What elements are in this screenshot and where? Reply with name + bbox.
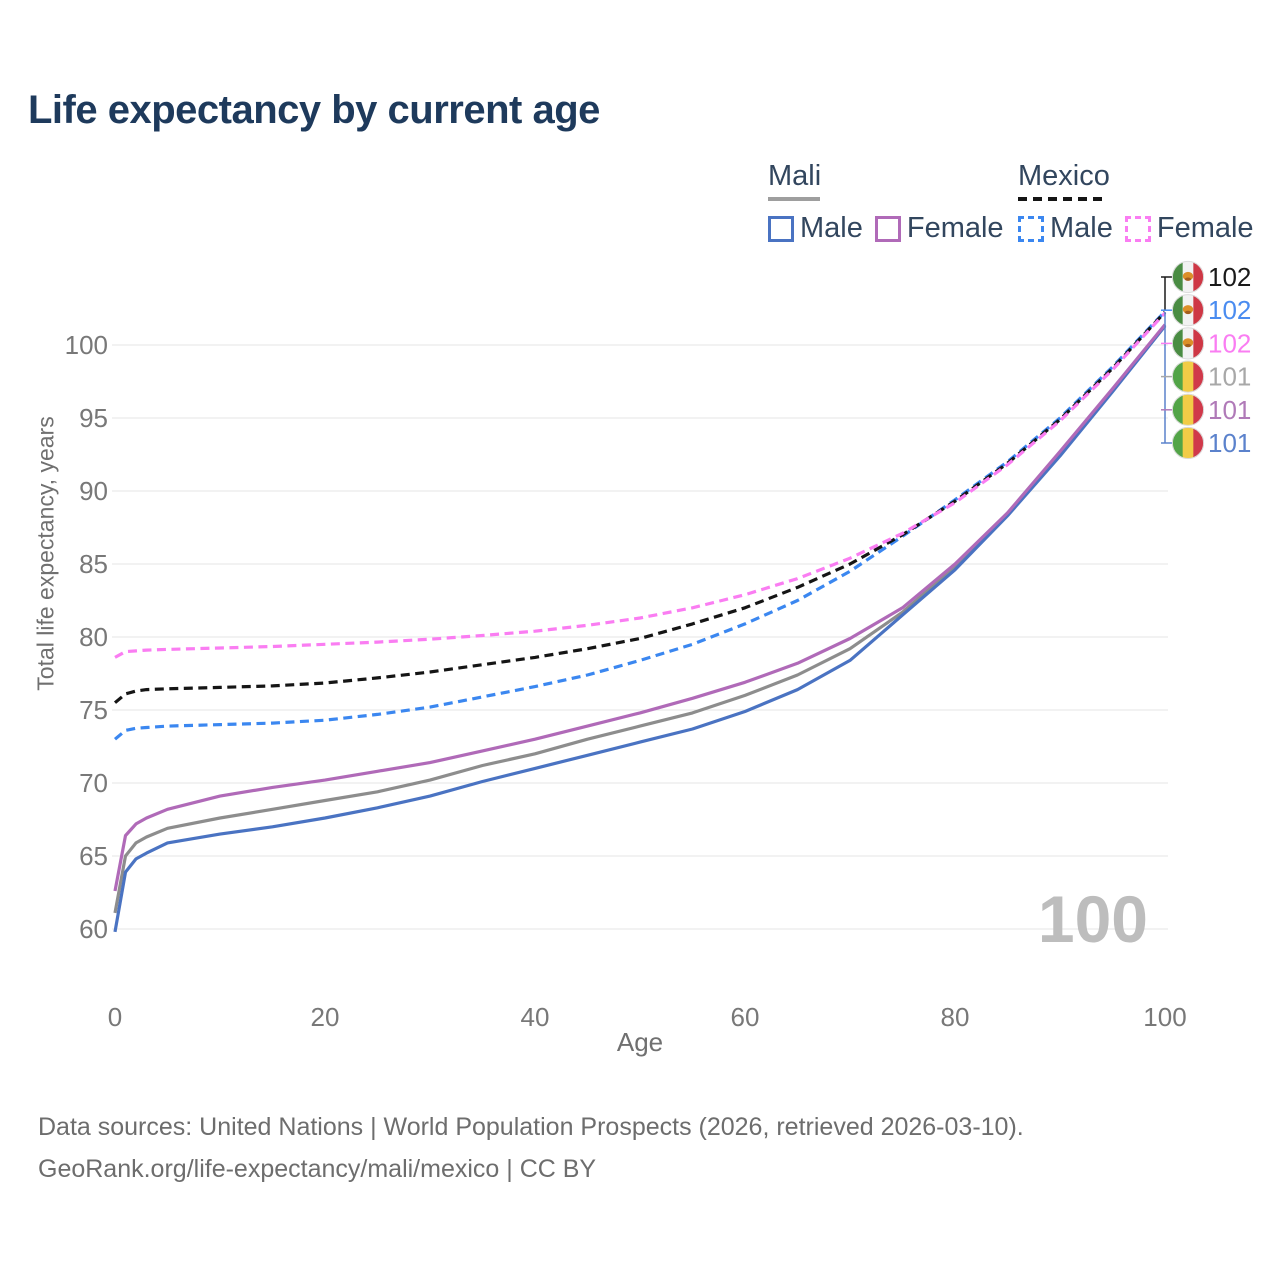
page-title: Life expectancy by current age <box>28 88 600 132</box>
y-tick-label: 95 <box>79 403 108 433</box>
x-tick-label: 0 <box>108 1002 122 1032</box>
mexico-dashed-line-swatch <box>1018 197 1104 201</box>
legend-item-label: Female <box>906 212 1004 244</box>
x-tick-label: 80 <box>941 1002 970 1032</box>
flag-stripe <box>1172 294 1183 327</box>
end-value-label: 102 <box>1208 328 1251 358</box>
legend-item-label: Female <box>1156 212 1254 244</box>
legend-group-mali: Mali Male Female <box>768 162 1004 243</box>
legend-title-mexico[interactable]: Mexico <box>1018 160 1110 192</box>
flag-ring <box>1171 327 1205 360</box>
y-tick-label: 85 <box>79 549 108 579</box>
legend-item-mexico-female[interactable]: Female <box>1124 212 1254 244</box>
legend-title-mali[interactable]: Mali <box>768 160 822 192</box>
flag-ring <box>1171 260 1205 294</box>
series-line-mexico-male <box>113 310 1167 741</box>
series-line-mexico-female <box>114 311 1167 659</box>
flag-stripe <box>1193 360 1204 393</box>
x-axis-title: Age <box>617 1027 663 1057</box>
flag-stripe <box>1172 393 1183 426</box>
flag-ring <box>1171 360 1205 393</box>
end-value-label: 101 <box>1208 395 1251 425</box>
footer-attribution[interactable]: GeoRank.org/life-expectancy/mali/mexico … <box>38 1155 597 1183</box>
mexico-male-swatch-icon <box>1018 215 1044 242</box>
y-tick-label: 65 <box>79 841 108 871</box>
end-value-label: 102 <box>1208 295 1251 325</box>
flag-emblem <box>1184 310 1192 315</box>
flag-ring <box>1171 294 1205 327</box>
end-value-label: 101 <box>1208 428 1251 458</box>
flag-ring <box>1171 393 1205 426</box>
flag-stripe <box>1193 261 1204 293</box>
y-tick-label: 100 <box>65 330 108 360</box>
mexico-flag-icon <box>1172 294 1204 327</box>
series-line-mali-both <box>113 324 1167 914</box>
flag-stripe <box>1172 360 1183 393</box>
series-line-mali-female <box>113 323 1167 892</box>
series-line-mali-male <box>113 325 1167 933</box>
x-tick-label: 20 <box>311 1002 340 1032</box>
legend-item-label: Male <box>800 212 863 244</box>
watermark-age-100: 100 <box>1037 882 1148 956</box>
mali-flag-icon <box>1172 360 1204 393</box>
flag-stripe <box>1172 261 1183 293</box>
end-value-label: 101 <box>1208 362 1251 392</box>
y-tick-label: 75 <box>79 695 108 725</box>
footer-data-sources: Data sources: United Nations | World Pop… <box>38 1113 1024 1141</box>
series-layer <box>113 310 1167 933</box>
x-tick-label: 100 <box>1143 1002 1186 1032</box>
flag-stripe <box>1182 360 1194 393</box>
tick-layer: 60 65 70 75 80 85 90 95 100 0 20 40 60 80 100 <box>65 330 1187 1032</box>
mexico-flag-icon <box>1172 261 1204 293</box>
legend-item-mali-female[interactable]: Female <box>874 212 1004 244</box>
y-tick-label: 70 <box>79 768 108 798</box>
end-value-label: 102 <box>1208 262 1251 292</box>
y-tick-label: 80 <box>79 622 108 652</box>
series-line-mexico-both <box>113 311 1167 704</box>
flag-emblem <box>1184 343 1192 348</box>
y-axis-title: Total life expectancy, years <box>32 416 59 691</box>
flag-stripe <box>1193 294 1204 327</box>
mali-flag-icon <box>1172 427 1204 459</box>
mali-solid-line-swatch <box>768 197 820 201</box>
flag-stripe <box>1193 393 1204 426</box>
mali-flag-icon <box>1172 393 1204 426</box>
mali-female-swatch-icon <box>874 215 901 242</box>
legend-item-mexico-male[interactable]: Male <box>1018 214 1113 243</box>
flag-stripe <box>1172 427 1183 459</box>
legend-item-label: Male <box>1050 212 1113 244</box>
flag-stripe <box>1193 427 1204 459</box>
flag-ring <box>1171 426 1205 460</box>
y-tick-label: 60 <box>79 914 108 944</box>
grid-layer <box>112 344 1168 930</box>
legend-group-mexico: Mexico Male Female <box>1018 162 1254 243</box>
flag-stripe <box>1182 427 1194 459</box>
flag-stripe <box>1193 327 1204 360</box>
x-tick-label: 60 <box>731 1002 760 1032</box>
flag-emblem <box>1184 277 1192 281</box>
mali-male-swatch-icon <box>768 215 794 242</box>
flag-stripe <box>1172 327 1183 360</box>
mexico-female-swatch-icon <box>1124 215 1151 242</box>
footer: Data sources: United Nations | World Pop… <box>38 1106 1024 1190</box>
flag-stripe <box>1182 393 1194 426</box>
mexico-flag-icon <box>1172 327 1204 360</box>
legend-item-mali-male[interactable]: Male <box>768 214 863 243</box>
x-tick-label: 40 <box>521 1002 550 1032</box>
y-tick-label: 90 <box>79 476 108 506</box>
